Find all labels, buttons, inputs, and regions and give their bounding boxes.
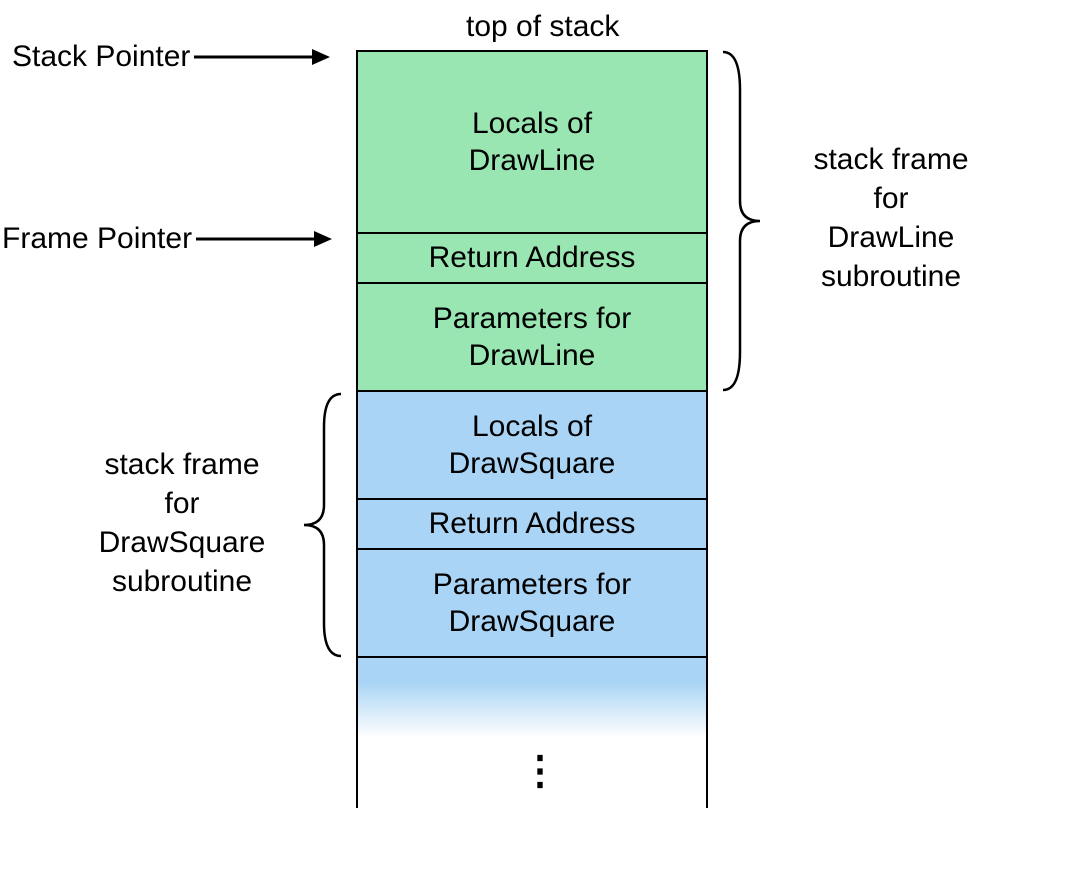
cell-locals-drawsquare: Locals of DrawSquare xyxy=(356,392,708,500)
cell-params-drawsquare: Parameters for DrawSquare xyxy=(356,550,708,658)
cell-label: Locals of DrawSquare xyxy=(449,408,616,483)
ellipsis-icon: ⋮ xyxy=(520,748,562,794)
cell-label: Parameters for DrawLine xyxy=(433,300,631,375)
cell-return-drawline: Return Address xyxy=(356,234,708,284)
stack-pointer-label: Stack Pointer xyxy=(12,40,334,74)
stack-pointer-text: Stack Pointer xyxy=(12,40,190,74)
cell-params-drawline: Parameters for DrawLine xyxy=(356,284,708,392)
stack-side-left xyxy=(356,738,358,808)
drawsquare-frame-label: stack frame for DrawSquare subroutine xyxy=(72,445,292,601)
cell-locals-drawline: Locals of DrawLine xyxy=(356,50,708,234)
arrow-right-icon xyxy=(196,227,336,251)
brace-right-icon xyxy=(718,50,768,392)
drawline-frame-label: stack frame for DrawLine subroutine xyxy=(776,140,1006,296)
stack-diagram: top of stack Stack Pointer Frame Pointer… xyxy=(0,0,1080,881)
cell-label: Return Address xyxy=(429,505,636,543)
top-of-stack-label: top of stack xyxy=(466,10,619,44)
stack-side-right xyxy=(706,738,708,808)
cell-label: Locals of DrawLine xyxy=(469,105,596,180)
frame-pointer-label: Frame Pointer xyxy=(2,222,336,256)
frame-pointer-text: Frame Pointer xyxy=(2,222,192,256)
cell-fade xyxy=(356,658,708,738)
cell-label: Return Address xyxy=(429,239,636,277)
cell-return-drawsquare: Return Address xyxy=(356,500,708,550)
cell-label: Parameters for DrawSquare xyxy=(433,566,631,641)
arrow-right-icon xyxy=(194,45,334,69)
brace-left-icon xyxy=(296,392,346,658)
